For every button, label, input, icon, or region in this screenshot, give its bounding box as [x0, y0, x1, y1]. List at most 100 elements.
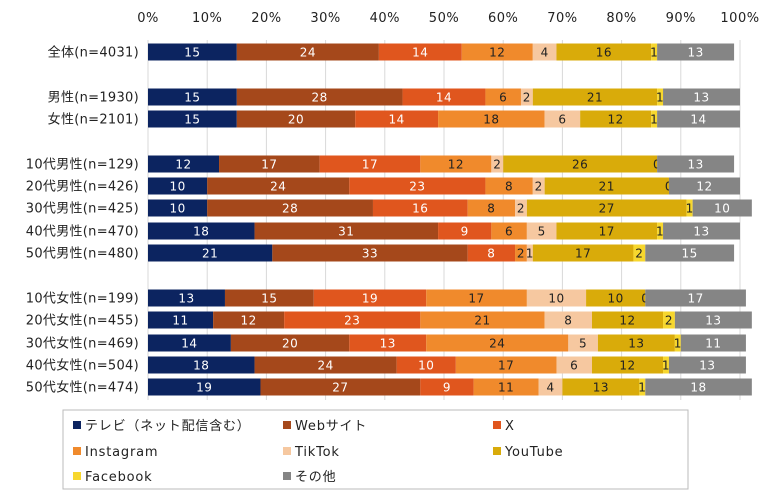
data-label: 27 — [332, 380, 348, 394]
category-label: 10代女性(n=199) — [26, 291, 139, 307]
data-label: 14 — [436, 90, 452, 104]
bar-segment — [597, 334, 675, 352]
data-label: 15 — [184, 45, 200, 59]
bar-segment — [349, 177, 486, 195]
data-label: 1 — [662, 358, 670, 372]
bar-segment — [438, 110, 545, 128]
data-label: 13 — [693, 90, 709, 104]
data-label: 33 — [362, 246, 378, 260]
bar-segment — [663, 88, 740, 106]
category-label: 40代女性(n=504) — [26, 358, 139, 374]
bar-segment — [148, 110, 237, 128]
bar-segment — [680, 334, 746, 352]
data-label: 6 — [558, 112, 566, 126]
data-label: 13 — [687, 157, 703, 171]
bar-segment — [219, 155, 320, 173]
bar-segment — [544, 110, 581, 128]
x-tick-label: 20% — [251, 11, 281, 26]
data-label: 2 — [635, 246, 643, 260]
data-label: 17 — [687, 291, 703, 305]
bar-segment — [372, 199, 468, 217]
bar-segment — [148, 378, 261, 396]
legend: テレビ（ネット配信含む） Webサイト X Instagram TikTok YouTub… — [62, 409, 689, 490]
data-label: 2 — [523, 90, 531, 104]
bar-segment — [254, 222, 439, 240]
data-label: 6 — [570, 358, 578, 372]
data-label: 12 — [619, 313, 635, 327]
x-tick-label: 40% — [370, 11, 400, 26]
bar-segment — [586, 289, 646, 307]
data-label: 10 — [608, 291, 624, 305]
data-label: 6 — [505, 224, 513, 238]
bar-segment — [473, 378, 539, 396]
data-label: 1 — [650, 112, 658, 126]
data-label: 17 — [468, 291, 484, 305]
data-label: 18 — [193, 224, 209, 238]
bar-segment — [426, 334, 569, 352]
data-label: 8 — [505, 179, 513, 193]
data-label: 1 — [638, 380, 646, 394]
data-label: 4 — [541, 45, 549, 59]
data-label: 11 — [172, 313, 188, 327]
legend-label: Instagram — [85, 445, 158, 460]
bar-segment — [515, 199, 527, 217]
bar-segment — [420, 378, 474, 396]
bar-segment — [526, 199, 687, 217]
bar-segment — [319, 155, 421, 173]
bar-segment — [520, 88, 533, 106]
bar-segment — [349, 334, 427, 352]
bar-segment — [532, 244, 634, 262]
bar-segment — [207, 199, 373, 217]
legend-swatch — [283, 472, 291, 480]
bar-segment — [224, 289, 314, 307]
bar-segment — [526, 289, 587, 307]
bar-segment — [272, 244, 468, 262]
bar-segment — [556, 222, 658, 240]
category-label: 男性(n=1930) — [48, 91, 139, 106]
bar-segment — [526, 222, 557, 240]
data-label: 18 — [193, 358, 209, 372]
data-label: 24 — [270, 179, 286, 193]
bar-segment — [213, 311, 285, 329]
bar-segment — [148, 199, 208, 217]
data-label: 8 — [487, 246, 495, 260]
data-label: 4 — [546, 380, 554, 394]
data-label: 1 — [656, 90, 664, 104]
data-label: 13 — [705, 313, 721, 327]
bar-segment — [538, 378, 563, 396]
data-label: 11 — [498, 380, 514, 394]
bar-segment — [562, 378, 640, 396]
data-label: 13 — [380, 336, 396, 350]
data-label: 0 — [665, 179, 673, 193]
data-label: 19 — [362, 291, 378, 305]
bar-segment — [236, 43, 379, 61]
bar-segment — [651, 110, 658, 128]
bar-segment — [674, 334, 681, 352]
data-label: 2 — [493, 157, 501, 171]
bar-segment — [455, 356, 557, 374]
data-label: 14 — [412, 45, 428, 59]
bar-segment — [148, 244, 273, 262]
bar-segment — [491, 222, 527, 240]
bar-segment — [230, 334, 350, 352]
data-label: 16 — [596, 45, 612, 59]
bar-segment — [378, 43, 462, 61]
bar-segment — [592, 311, 664, 329]
bar-segment — [639, 378, 646, 396]
x-tick-label: 50% — [429, 11, 459, 26]
data-label: 10 — [714, 201, 730, 215]
data-label: 10 — [169, 201, 185, 215]
bar-segment — [284, 311, 421, 329]
category-label: 40代男性(n=470) — [26, 225, 139, 240]
data-label: 8 — [564, 313, 572, 327]
data-label: 1 — [526, 246, 534, 260]
bar-segment — [657, 222, 664, 240]
x-tick-label: 30% — [310, 11, 340, 26]
bar-segment — [692, 199, 752, 217]
bar-segment — [148, 88, 237, 106]
x-tick-label: 60% — [488, 11, 518, 26]
legend-swatch — [73, 472, 81, 480]
bar-segment — [148, 43, 237, 61]
data-label: 12 — [489, 45, 505, 59]
